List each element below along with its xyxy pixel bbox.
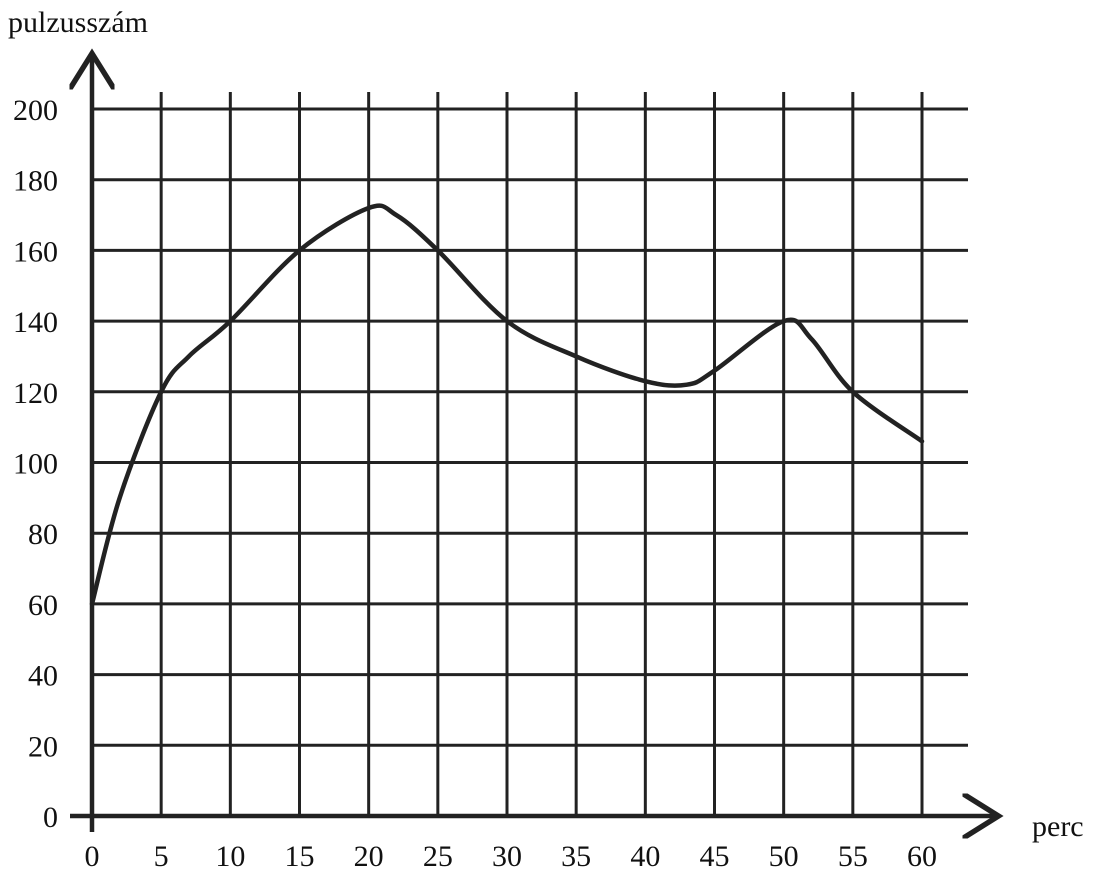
x-tick-label-50: 50: [769, 840, 799, 873]
y-tick-label-40: 40: [28, 660, 58, 693]
x-tick-label-45: 45: [700, 840, 730, 873]
y-axis-title: pulzusszám: [8, 6, 148, 39]
y-tick-label-60: 60: [28, 589, 58, 622]
y-tick-label-0: 0: [43, 801, 58, 834]
x-tick-label-15: 15: [285, 840, 315, 873]
axes: [70, 58, 994, 832]
x-tick-label-5: 5: [154, 840, 169, 873]
x-tick-label-0: 0: [85, 840, 100, 873]
x-tick-label-30: 30: [492, 840, 522, 873]
y-tick-label-140: 140: [13, 306, 58, 339]
tick-labels: 0 20 40 60 80 100 120 140 160 180 200 0 5 10 15 20 25 30 3…: [13, 94, 937, 873]
x-tick-label-10: 10: [215, 840, 245, 873]
y-tick-label-200: 200: [13, 94, 58, 127]
x-tick-label-55: 55: [838, 840, 868, 873]
x-tick-label-20: 20: [354, 840, 384, 873]
y-tick-label-20: 20: [28, 730, 58, 763]
y-tick-label-160: 160: [13, 235, 58, 268]
x-tick-label-35: 35: [561, 840, 591, 873]
x-tick-label-25: 25: [423, 840, 453, 873]
grid: [92, 92, 968, 816]
y-tick-label-180: 180: [13, 165, 58, 198]
y-tick-label-120: 120: [13, 377, 58, 410]
y-tick-label-80: 80: [28, 518, 58, 551]
series-line-0: [89, 203, 925, 607]
x-tick-label-60: 60: [907, 840, 937, 873]
y-tick-label-100: 100: [13, 448, 58, 481]
x-tick-label-40: 40: [630, 840, 660, 873]
x-axis-title: perc: [1032, 810, 1084, 843]
series-layer: [89, 203, 925, 607]
